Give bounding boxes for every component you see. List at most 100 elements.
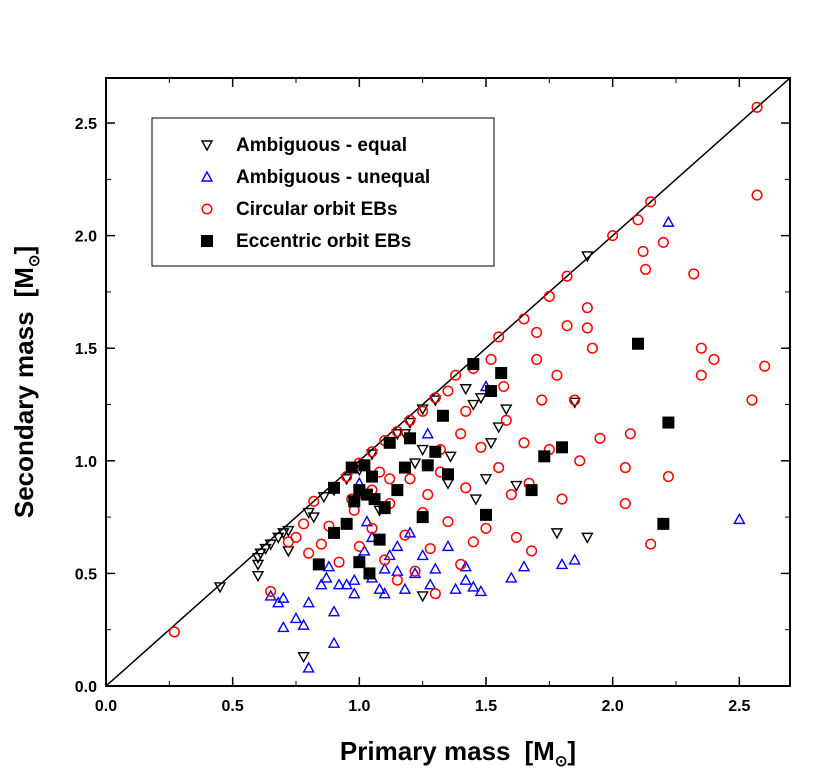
point-amb_equal [459, 384, 472, 396]
point-eccentric [368, 493, 381, 506]
point-amb_equal [408, 458, 422, 470]
x-tick-label: 2.5 [728, 698, 750, 715]
point-amb_unequal [315, 578, 328, 590]
point-circular [569, 394, 581, 406]
point-amb_equal [510, 480, 523, 493]
point-amb_equal [429, 395, 442, 407]
point-amb_unequal [378, 562, 391, 574]
point-eccentric [358, 459, 371, 472]
point-amb_unequal [459, 560, 472, 572]
point-circular [531, 326, 543, 339]
point-eccentric [353, 556, 366, 569]
point-circular [315, 538, 327, 550]
point-amb_unequal [408, 566, 422, 579]
point-amb_unequal [517, 560, 531, 572]
point-circular [632, 214, 644, 226]
point-amb_equal [416, 404, 429, 416]
point-circular [308, 495, 320, 507]
point-amb_equal [550, 528, 564, 540]
y-tick-label: 0.0 [75, 679, 97, 696]
x-axis-unit-sub: ⊙ [555, 753, 568, 770]
point-circular [561, 270, 573, 282]
point-amb_unequal [398, 582, 412, 594]
point-circular [637, 245, 649, 257]
point-circular [645, 538, 657, 550]
point-circular [751, 101, 763, 113]
point-amb_equal [416, 444, 429, 456]
point-amb_unequal [391, 539, 404, 552]
point-amb_unequal [327, 605, 341, 617]
point-circular [290, 531, 302, 543]
axis-ticks: 0.0 0.5 1.0 1.5 2.0 2.5 0.0 0.5 1.0 1.5 2.0 2.5 [75, 78, 790, 715]
point-amb_unequal [416, 548, 429, 561]
point-amb_equal [479, 474, 493, 486]
point-amb_unequal [467, 580, 480, 592]
point-amb_unequal [297, 618, 310, 630]
plot-frame [105, 77, 791, 687]
point-circular [526, 545, 538, 557]
point-circular [581, 302, 593, 314]
point-circular [353, 540, 365, 552]
point-circular [399, 529, 411, 541]
y-tick-label: 2.0 [75, 229, 97, 246]
point-circular [586, 342, 598, 354]
point-amb_unequal [373, 582, 386, 594]
point-eccentric [366, 470, 378, 483]
point-amb_unequal [568, 553, 581, 565]
equal-mass-line-group [106, 78, 790, 686]
legend-markers [200, 140, 214, 247]
legend-marker-eccentric [201, 235, 213, 247]
point-circular [640, 263, 652, 275]
point-amb_unequal [332, 578, 346, 590]
point-amb_equal [264, 539, 277, 551]
point-amb_equal [444, 451, 457, 463]
point-circular [657, 236, 669, 248]
point-eccentric [328, 481, 340, 494]
point-eccentric [398, 461, 411, 474]
point-circular [531, 353, 543, 366]
y-axis-title: Secondary mass[M⊙] [9, 246, 43, 518]
point-eccentric [363, 567, 376, 580]
x-tick-label: 0.0 [95, 698, 117, 715]
point-amb_equal [272, 532, 285, 544]
point-circular [265, 585, 277, 597]
point-circular [467, 536, 479, 548]
point-amb_unequal [662, 215, 675, 227]
point-circular [480, 522, 492, 534]
point-circular [498, 380, 510, 393]
point-eccentric [348, 495, 361, 508]
point-eccentric [383, 436, 396, 449]
point-amb_unequal [441, 539, 455, 552]
point-circular [366, 522, 378, 534]
point-circular [450, 369, 462, 381]
point-circular [624, 428, 636, 440]
point-amb_equal [467, 399, 480, 411]
x-axis-label: Primary mass [340, 736, 511, 766]
point-circular [303, 547, 315, 559]
point-circular [333, 556, 345, 568]
point-circular [460, 405, 472, 417]
point-amb_unequal [555, 557, 569, 570]
point-circular [391, 574, 403, 586]
point-circular [417, 405, 429, 417]
point-circular [505, 489, 517, 501]
x-axis-title: Primary mass [M⊙] [340, 736, 576, 770]
point-amb_unequal [360, 515, 374, 527]
point-eccentric [340, 517, 353, 530]
point-amb_equal [403, 417, 417, 429]
point-circular [475, 441, 487, 453]
point-circular [409, 565, 421, 577]
equal-mass-line [106, 78, 790, 686]
point-circular [581, 322, 593, 334]
point-amb_equal [469, 494, 483, 506]
point-eccentric [495, 366, 508, 379]
point-amb_unequal [348, 587, 361, 599]
point-amb_equal [297, 652, 310, 664]
point-amb_unequal [505, 571, 518, 583]
series-amb_unequal [264, 215, 746, 673]
point-circular [384, 473, 396, 485]
point-amb_equal [416, 591, 429, 603]
point-amb_unequal [327, 636, 341, 648]
point-amb_unequal [474, 584, 488, 597]
x-tick-label: 1.5 [475, 698, 497, 715]
